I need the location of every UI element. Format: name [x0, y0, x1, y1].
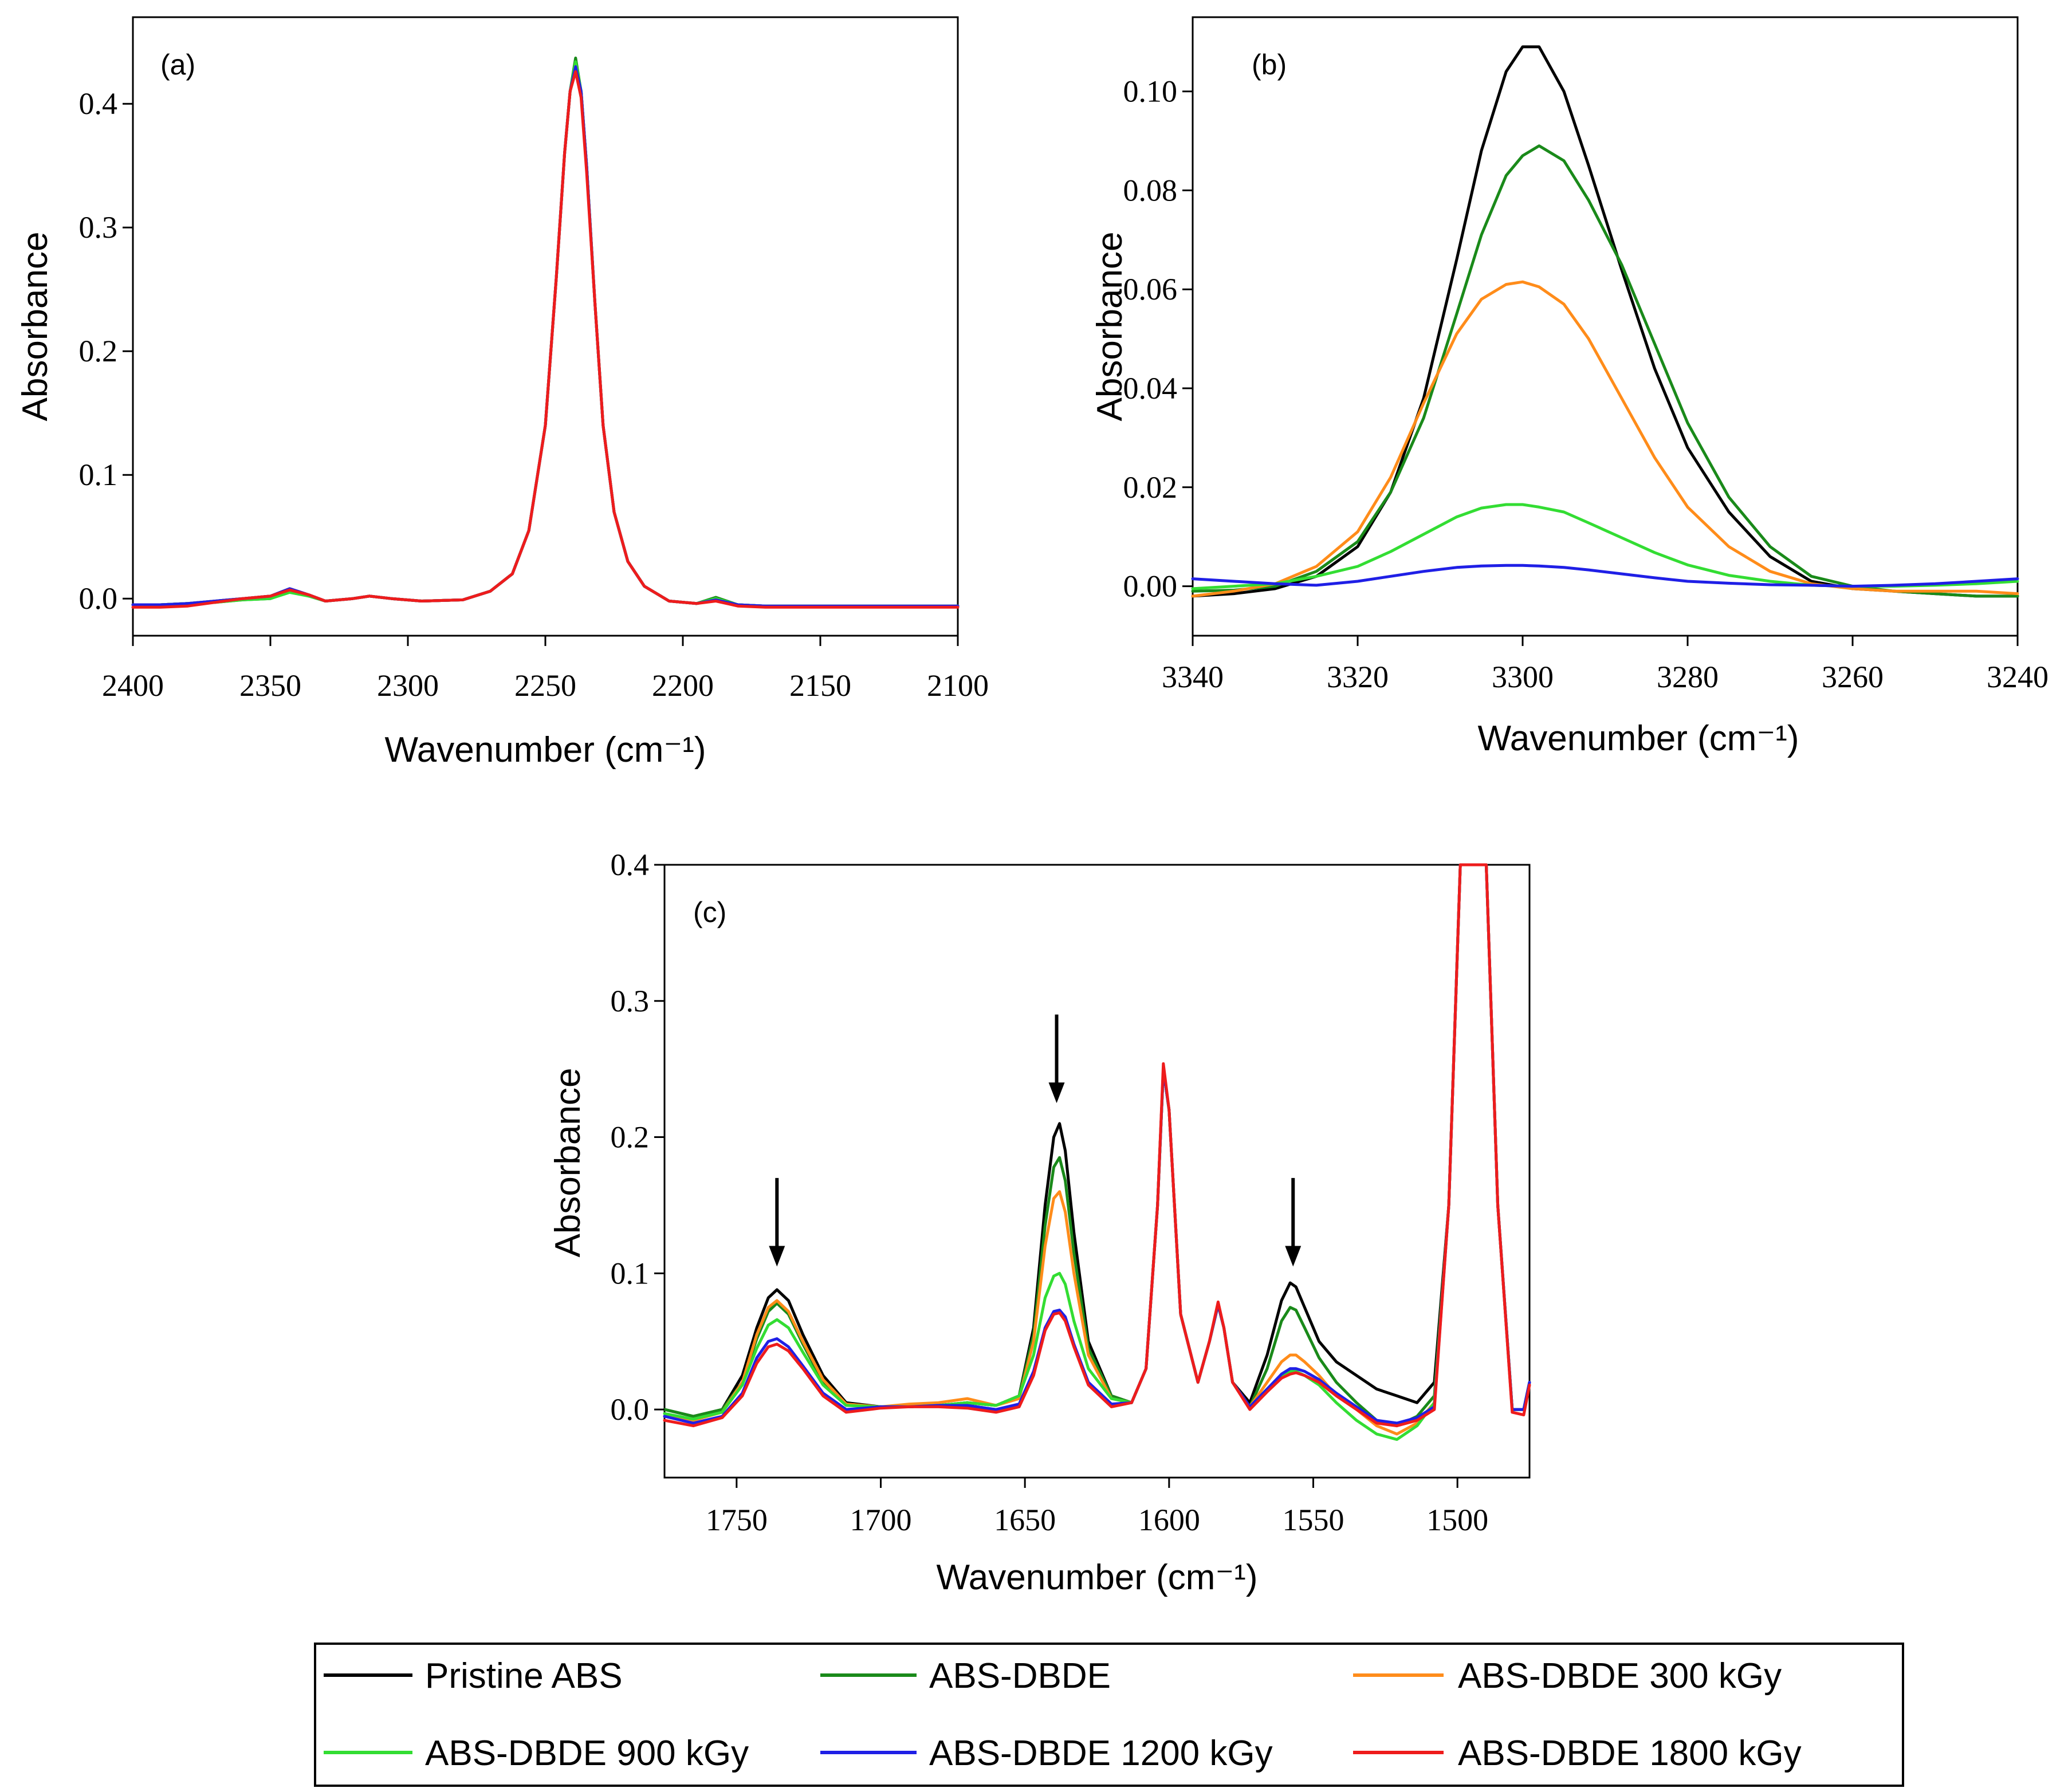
- x-tick-label: 3260: [1822, 660, 1884, 694]
- x-tick-label: 1700: [850, 1503, 912, 1537]
- x-tick-label: 2100: [927, 668, 989, 703]
- series-lines-c: [663, 863, 1531, 1441]
- legend-label: ABS-DBDE: [929, 1656, 1111, 1696]
- y-tick-label: 0.04: [1123, 371, 1178, 405]
- plot-frame-b: [1192, 16, 2019, 637]
- x-tick-label: 3340: [1162, 660, 1224, 694]
- legend-label: ABS-DBDE 900 kGy: [425, 1734, 749, 1773]
- x-axis-label-b: Wavenumber (cm⁻¹): [1478, 719, 1799, 758]
- down-arrow-icon: [769, 1177, 785, 1267]
- legend-entry-abs-dbde-1200: ABS-DBDE 1200 kGy: [820, 1734, 1273, 1773]
- legend: Pristine ABS ABS-DBDE ABS-DBDE 300 kGy A…: [314, 1643, 1904, 1787]
- y-tick-label: 0.0: [79, 581, 118, 616]
- y-tick-label: 0.1: [611, 1256, 650, 1290]
- y-tick-label: 0.10: [1123, 74, 1178, 109]
- y-axis-label-c: Absorbance: [548, 1068, 588, 1258]
- x-axis-label-c: Wavenumber (cm⁻¹): [937, 1558, 1258, 1597]
- x-tick-label: 1650: [994, 1503, 1056, 1537]
- x-tick-label: 1550: [1283, 1503, 1344, 1537]
- y-tick-label: 0.0: [611, 1392, 650, 1427]
- legend-label: Pristine ABS: [425, 1656, 623, 1696]
- x-tick-label: 2400: [102, 668, 164, 703]
- legend-box: [314, 1643, 1904, 1787]
- legend-entry-abs-dbde-900: ABS-DBDE 900 kGy: [324, 1734, 749, 1773]
- y-tick-label: 0.00: [1123, 569, 1178, 604]
- y-tick-label: 0.2: [79, 334, 118, 368]
- plot-frame-c: [663, 864, 1531, 1479]
- y-tick-label: 0.1: [79, 458, 118, 492]
- down-arrow-icon: [1048, 1014, 1065, 1104]
- y-tick-label: 0.08: [1123, 173, 1178, 207]
- x-tick-label: 1500: [1426, 1503, 1488, 1537]
- x-tick-label: 3240: [1987, 660, 2049, 694]
- panel-label-c: (c): [693, 896, 726, 928]
- y-tick-label: 0.2: [611, 1120, 650, 1155]
- x-tick-label: 3300: [1492, 660, 1554, 694]
- axis-ticks-b: 3340 3320 3300 3280 3260 3240 0.00 0.02 0.04 0.06…: [1123, 74, 2049, 694]
- x-axis-label-a: Wavenumber (cm⁻¹): [385, 730, 706, 770]
- x-tick-label: 3280: [1657, 660, 1719, 694]
- y-axis-label-b: Absorbance: [1090, 232, 1130, 422]
- chart-panel-a: (a) 2400 2350 2300 2250 2200 2150 2100 0.0 0.1 0.…: [15, 16, 989, 770]
- x-tick-label: 1600: [1138, 1503, 1200, 1537]
- x-tick-label: 2200: [652, 668, 714, 703]
- chart-panel-c: (c) 1750 1700 1650 1600 1550 1500 0.0 0.1 0.2 0.3…: [548, 848, 1531, 1597]
- arrow-head: [1285, 1246, 1302, 1267]
- series-line-abs-dbde-1200-kgy: [1191, 564, 2019, 588]
- legend-label: ABS-DBDE 1200 kGy: [929, 1734, 1273, 1773]
- down-arrow-icon: [1285, 1177, 1302, 1267]
- series-line-abs-dbde-1800-kgy: [131, 70, 960, 609]
- panel-label-a: (a): [160, 49, 195, 81]
- legend-entry-abs-dbde-1800: ABS-DBDE 1800 kGy: [1353, 1734, 1802, 1773]
- axis-ticks-c: 1750 1700 1650 1600 1550 1500 0.0 0.1 0.2 0.3 0.4: [611, 848, 1489, 1537]
- legend-entry-abs-dbde-300: ABS-DBDE 300 kGy: [1353, 1656, 1782, 1696]
- series-lines-b: [1191, 45, 2019, 598]
- series-lines-a: [131, 56, 960, 609]
- y-tick-label: 0.02: [1123, 470, 1178, 505]
- chart-panel-b: (b) 3340 3320 3300 3280 3260 3240 0.00 0.02 0.04…: [1090, 16, 2049, 758]
- y-tick-label: 0.06: [1123, 272, 1178, 306]
- y-axis-label-a: Absorbance: [15, 232, 55, 422]
- y-tick-label: 0.3: [79, 210, 118, 245]
- x-tick-label: 2150: [789, 668, 851, 703]
- annotation-arrows-c: [769, 1014, 1302, 1267]
- x-tick-label: 2300: [377, 668, 439, 703]
- y-tick-label: 0.4: [79, 86, 118, 121]
- panel-label-b: (b): [1252, 49, 1287, 81]
- legend-entry-pristine-abs: Pristine ABS: [324, 1656, 623, 1696]
- x-tick-label: 3320: [1327, 660, 1389, 694]
- x-tick-label: 1750: [706, 1503, 768, 1537]
- y-tick-label: 0.4: [611, 848, 650, 882]
- series-line-abs-dbde-300-kgy: [1191, 280, 2019, 598]
- arrow-head: [1048, 1082, 1065, 1104]
- y-tick-label: 0.3: [611, 984, 650, 1018]
- legend-entry-abs-dbde: ABS-DBDE: [820, 1656, 1111, 1696]
- x-tick-label: 2350: [239, 668, 301, 703]
- legend-label: ABS-DBDE 300 kGy: [1458, 1656, 1782, 1696]
- axis-ticks-a: 2400 2350 2300 2250 2200 2150 2100 0.0 0.1 0.2 0.3…: [79, 86, 989, 703]
- series-line-abs-dbde-1800-kgy: [663, 863, 1531, 1428]
- arrow-head: [769, 1246, 785, 1267]
- legend-label: ABS-DBDE 1800 kGy: [1458, 1734, 1802, 1773]
- x-tick-label: 2250: [514, 668, 576, 703]
